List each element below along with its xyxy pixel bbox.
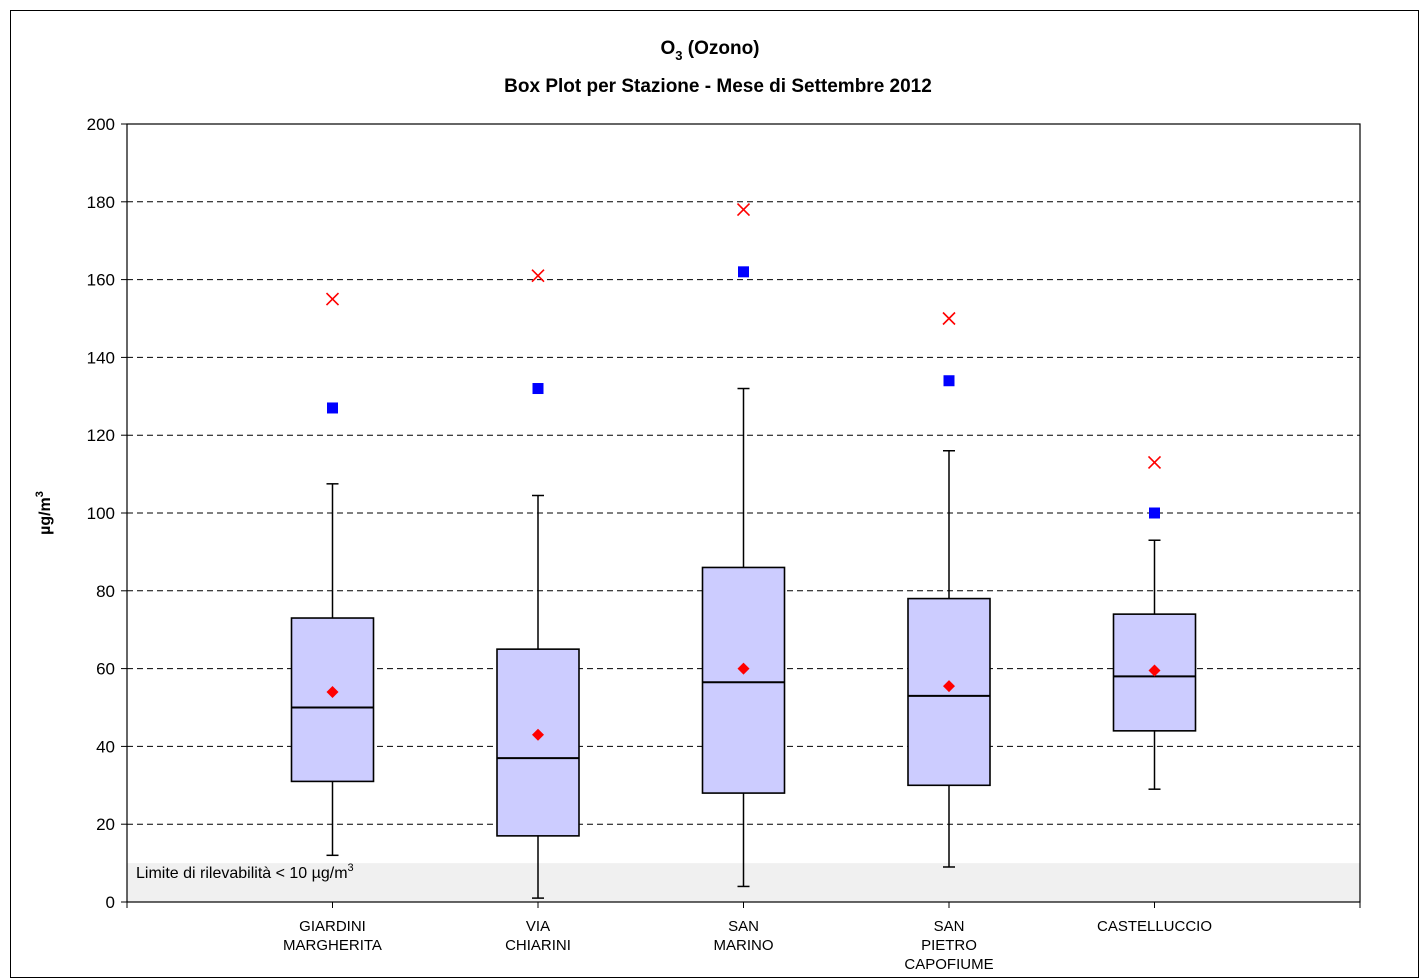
y-tick-label: 160 [87, 271, 115, 290]
y-tick-label: 40 [96, 737, 115, 756]
mean-marker [532, 728, 544, 741]
chart-title-line1: O3 (Ozono) [660, 38, 759, 63]
max-marker [531, 269, 545, 283]
y-axis-label: µg/m3 [34, 491, 54, 535]
title-rest: (Ozono) [682, 38, 759, 59]
y-tick-label: 80 [96, 582, 115, 601]
y-tick-label: 180 [87, 193, 115, 212]
blue-square-marker [1149, 507, 1160, 519]
iqr-box [701, 566, 786, 794]
station-1: GIARDINI MARGHERITA [283, 292, 382, 954]
iqr-box [290, 617, 375, 783]
mean-marker [1148, 664, 1161, 677]
mean-marker [737, 662, 750, 675]
max-marker [736, 203, 751, 217]
mean-marker [326, 685, 339, 698]
blue-square-marker [738, 266, 749, 278]
mean-marker [943, 680, 955, 693]
plot-area: Limite di rilevabilità < 10 µg/m3 0 20 40 60… [87, 115, 1361, 973]
blue-square-marker [532, 383, 544, 395]
y-tick-label: 200 [87, 115, 115, 134]
blue-square-marker [327, 402, 338, 414]
x-category-label: CASTELLUCCIO [1097, 918, 1212, 935]
chart-frame [10, 10, 1419, 978]
y-tick-label: 140 [87, 348, 115, 367]
max-marker [1147, 455, 1162, 469]
station-3: SAN MARINO [701, 203, 786, 954]
title-subscript: 3 [675, 48, 682, 63]
blue-square-marker [943, 375, 955, 387]
x-category-label: GIARDINI MARGHERITA [283, 918, 382, 954]
chart-title-line2: Box Plot per Stazione - Mese di Settembr… [504, 76, 932, 97]
y-tick-label: 0 [106, 893, 115, 912]
y-tick-label: 20 [96, 815, 115, 834]
y-tick-label: 60 [96, 660, 115, 679]
y-tick-label: 120 [87, 426, 115, 445]
station-2: VIA CHIARINI [496, 269, 580, 954]
x-category-label: SAN MARINO [714, 918, 774, 954]
x-category-label: SAN PIETRO CAPOFIUME [904, 918, 993, 973]
x-category-label: VIA CHIARINI [505, 918, 571, 954]
detection-limit-label: Limite di rilevabilità < 10 µg/m3 [136, 862, 354, 882]
max-marker [942, 311, 956, 326]
max-marker [325, 292, 340, 306]
station-5: CASTELLUCCIO [1097, 455, 1212, 935]
title-formula: O [660, 38, 675, 59]
y-axis-label-sup: 3 [34, 491, 46, 497]
station-4: SAN PIETRO CAPOFIUME [904, 311, 994, 973]
y-axis-label-unit: µg/m [37, 497, 54, 535]
iqr-box [496, 648, 580, 837]
y-tick-label: 100 [87, 504, 115, 523]
